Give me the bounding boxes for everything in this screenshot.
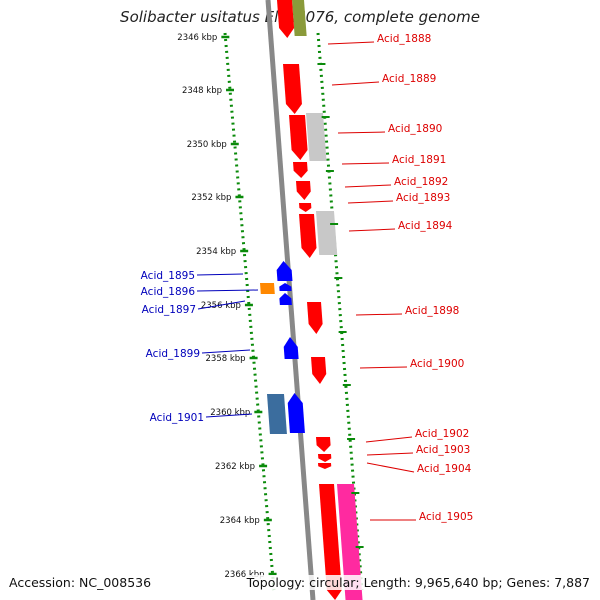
reverse-gene-label: Acid_1895 bbox=[141, 270, 195, 282]
feature-box bbox=[292, 0, 307, 36]
reverse-gene-arrow bbox=[279, 283, 292, 291]
scale-tick-label: 2358 kbp bbox=[206, 354, 246, 364]
reverse-gene-label: Acid_1896 bbox=[141, 286, 196, 298]
forward-gene-label: Acid_1889 bbox=[382, 73, 436, 85]
forward-gene-label: Acid_1890 bbox=[388, 123, 442, 135]
reverse-label-connector bbox=[196, 273, 244, 276]
forward-gene-label: Acid_1894 bbox=[398, 220, 453, 232]
feature-box bbox=[267, 394, 287, 434]
forward-label-connector bbox=[355, 313, 403, 316]
forward-gene-label: Acid_1888 bbox=[377, 33, 431, 45]
scale-tick-label: 2346 kbp bbox=[177, 33, 217, 43]
scale-tick-label: 2364 kbp bbox=[220, 516, 260, 526]
forward-gene-arrow bbox=[316, 437, 331, 452]
reverse-gene-arrow bbox=[279, 293, 292, 305]
forward-gene-label: Acid_1903 bbox=[416, 444, 470, 456]
forward-label-connector bbox=[366, 452, 414, 456]
reverse-label-connector bbox=[201, 349, 251, 354]
reverse-gene-label: Acid_1901 bbox=[150, 412, 204, 424]
scale-tick-label: 2348 kbp bbox=[182, 86, 222, 96]
forward-gene-arrow bbox=[289, 115, 308, 160]
forward-gene-label: Acid_1893 bbox=[396, 192, 450, 204]
scale-tick-label: 2366 kbp bbox=[225, 570, 265, 580]
forward-gene-arrow bbox=[299, 214, 317, 258]
scale-tick-label: 2362 kbp bbox=[215, 462, 255, 472]
genome-summary-text: Topology: circular; Length: 9,965,640 bp… bbox=[246, 575, 590, 590]
forward-gene-arrow bbox=[283, 64, 302, 114]
scale-tick-label: 2350 kbp bbox=[187, 140, 227, 150]
reverse-gene-arrow bbox=[283, 337, 299, 359]
forward-label-connector bbox=[366, 462, 415, 473]
forward-gene-arrow bbox=[318, 454, 332, 462]
forward-gene-arrow bbox=[311, 357, 327, 384]
forward-gene-arrow bbox=[293, 162, 308, 178]
gene-arrows bbox=[276, 0, 342, 600]
forward-label-connector bbox=[341, 162, 390, 165]
forward-gene-label: Acid_1900 bbox=[410, 358, 464, 370]
forward-label-connector bbox=[331, 81, 380, 86]
reverse-label-connector bbox=[197, 300, 246, 310]
forward-label-connector bbox=[347, 200, 394, 204]
forward-label-connector bbox=[337, 131, 386, 134]
feature-box bbox=[260, 283, 275, 294]
scale-tick-label: 2352 kbp bbox=[191, 193, 231, 203]
feature-box bbox=[306, 113, 327, 161]
forward-gene-arrow bbox=[318, 463, 332, 469]
reverse-gene-arrow bbox=[276, 261, 293, 281]
scale-tick-label: 2360 kbp bbox=[210, 408, 250, 418]
forward-label-connector bbox=[348, 228, 396, 232]
forward-gene-arrow bbox=[319, 484, 342, 600]
forward-gene-label: Acid_1904 bbox=[417, 463, 472, 475]
forward-gene-arrow bbox=[299, 203, 312, 212]
scale-ticks: 2346 kbp 2348 kbp 2350 kbp 2352 kbp 2354 kbp… bbox=[177, 33, 364, 580]
feature-box bbox=[337, 484, 363, 600]
forward-label-connector bbox=[327, 41, 375, 45]
feature-tracks bbox=[260, 0, 363, 600]
forward-gene-label: Acid_1898 bbox=[405, 305, 459, 317]
reverse-label-connector bbox=[196, 289, 259, 292]
gene-labels: Acid_1888 Acid_1889 Acid_1890 Acid_1891 Acid… bbox=[141, 33, 474, 523]
forward-gene-label: Acid_1905 bbox=[419, 511, 473, 523]
reverse-label-connector bbox=[205, 413, 253, 418]
forward-gene-label: Acid_1892 bbox=[394, 176, 448, 188]
forward-gene-arrow bbox=[277, 0, 295, 38]
reverse-gene-arrow bbox=[287, 393, 305, 433]
forward-gene-label: Acid_1902 bbox=[415, 428, 469, 440]
accession-text: Accession: NC_008536 bbox=[9, 575, 152, 590]
forward-label-connector bbox=[359, 366, 408, 369]
forward-label-connector bbox=[365, 436, 413, 443]
forward-gene-label: Acid_1891 bbox=[392, 154, 446, 166]
forward-gene-arrow bbox=[296, 181, 311, 200]
forward-gene-arrow bbox=[307, 302, 323, 334]
reverse-gene-label: Acid_1899 bbox=[146, 348, 200, 360]
reverse-gene-label: Acid_1897 bbox=[142, 304, 196, 316]
dotted-guide-line bbox=[223, 32, 276, 591]
scale-tick-label: 2356 kbp bbox=[201, 301, 241, 311]
forward-label-connector bbox=[344, 184, 392, 188]
scale-tick-label: 2354 kbp bbox=[196, 247, 236, 257]
feature-box bbox=[316, 211, 338, 255]
